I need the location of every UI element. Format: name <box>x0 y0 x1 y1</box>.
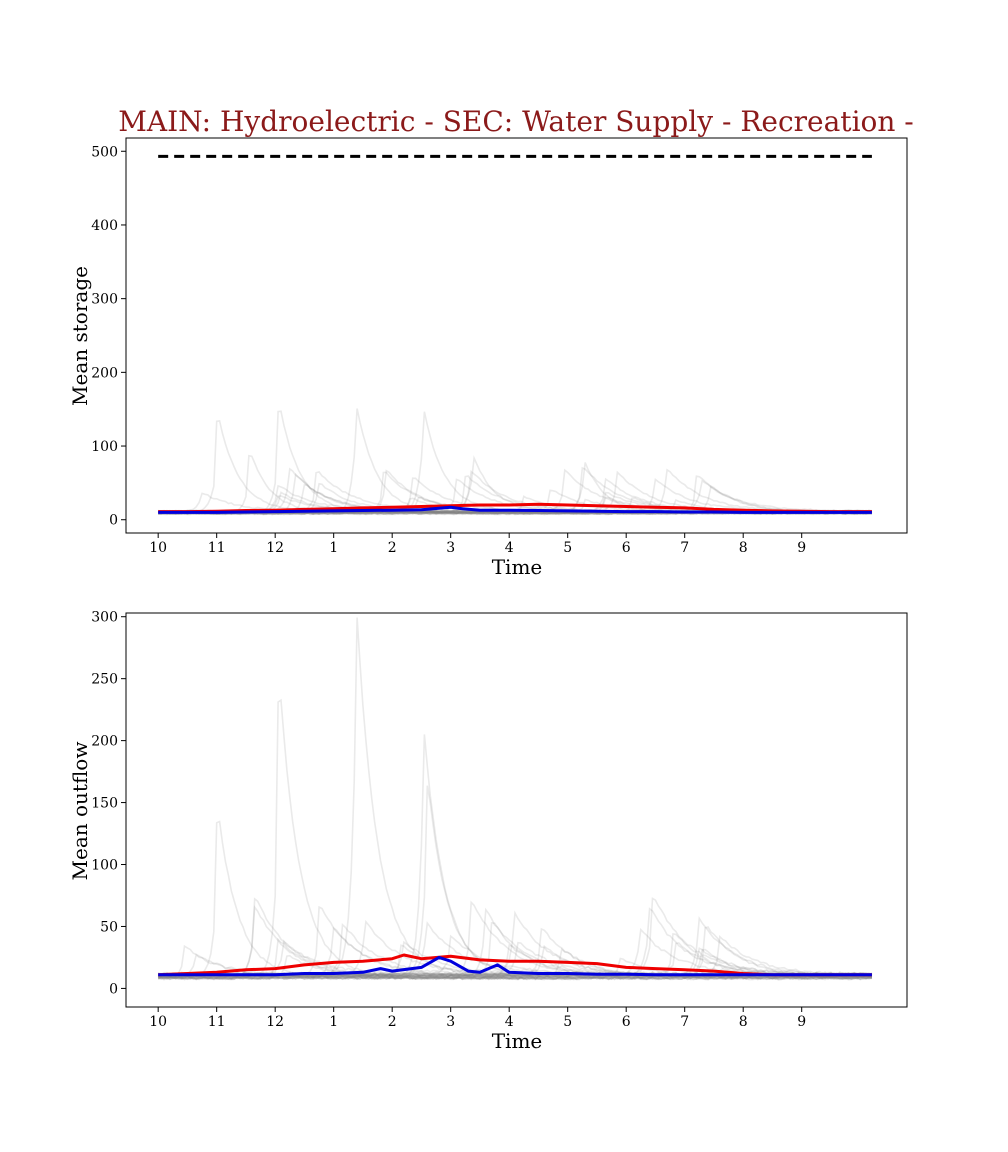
storage-y-axis: 0 100 200 300 400 500 <box>91 144 126 529</box>
storage-x-tick-label: 6 <box>622 540 631 556</box>
storage-y-tick-label: 300 <box>91 292 118 308</box>
storage-x-tick-label: 12 <box>266 540 284 556</box>
storage-plot-frame <box>125 137 908 534</box>
outflow-y-tick-label: 150 <box>91 796 118 812</box>
storage-y-tick-label: 500 <box>91 144 118 160</box>
chart-title: MAIN: Hydroelectric - SEC: Water Supply … <box>118 105 914 138</box>
outflow-y-tick-label: 300 <box>91 610 118 626</box>
storage-x-tick-label: 5 <box>563 540 572 556</box>
outflow-x-tick-label: 12 <box>266 1014 284 1030</box>
storage-x-tick-label: 7 <box>680 540 689 556</box>
outflow-x-tick-label: 1 <box>329 1014 338 1030</box>
storage-x-tick-label: 11 <box>208 540 226 556</box>
storage-y-tick-label: 0 <box>109 513 118 529</box>
outflow-ensemble-line <box>157 926 872 981</box>
outflow-ensemble-line <box>158 944 872 980</box>
storage-x-tick-label: 1 <box>329 540 338 556</box>
outflow-series-lines <box>158 953 872 977</box>
storage-series-lines <box>158 154 872 514</box>
outflow-x-tick-label: 5 <box>563 1014 572 1030</box>
outflow-ensemble-line <box>157 905 873 981</box>
outflow-blue-series-line <box>158 955 872 977</box>
storage-ensemble-line <box>158 475 873 516</box>
outflow-ensemble-line <box>157 927 873 980</box>
outflow-y-tick-label: 100 <box>91 858 118 874</box>
outflow-y-tick-label: 200 <box>91 734 118 750</box>
outflow-plot-frame <box>125 612 908 1008</box>
outflow-x-tick-label: 8 <box>739 1014 748 1030</box>
storage-ensemble-line <box>158 485 873 516</box>
outflow-x-tick-label: 6 <box>622 1014 631 1030</box>
outflow-x-tick-label: 10 <box>149 1014 167 1030</box>
outflow-x-tick-label: 3 <box>446 1014 455 1030</box>
storage-y-tick-label: 400 <box>91 218 118 234</box>
outflow-x-tick-label: 7 <box>680 1014 689 1030</box>
outflow-ensemble-line <box>157 897 873 980</box>
outflow-x-tick-label: 2 <box>388 1014 397 1030</box>
storage-x-tick-label: 3 <box>446 540 455 556</box>
storage-x-axis: 10 11 12 1 2 3 4 5 6 7 8 9 <box>149 533 806 556</box>
storage-x-tick-label: 2 <box>388 540 397 556</box>
outflow-ensemble-line <box>157 910 873 979</box>
storage-x-axis-label: Time <box>492 555 543 579</box>
storage-x-tick-label: 9 <box>797 540 806 556</box>
outflow-y-axis: 0 50 100 150 200 250 300 <box>91 610 126 997</box>
outflow-ensemble-line <box>158 944 873 981</box>
outflow-ensemble-line <box>158 957 872 981</box>
outflow-ensemble-line <box>158 937 873 981</box>
outflow-x-tick-label: 4 <box>505 1014 514 1030</box>
outflow-x-axis-label: Time <box>492 1029 543 1053</box>
storage-x-tick-label: 4 <box>505 540 514 556</box>
outflow-x-tick-label: 11 <box>208 1014 226 1030</box>
outflow-y-axis-label: Mean outflow <box>68 742 92 881</box>
storage-blue-series-line <box>158 505 872 514</box>
outflow-y-tick-label: 0 <box>109 981 118 997</box>
outflow-y-tick-label: 250 <box>91 672 118 688</box>
outflow-y-tick-label: 50 <box>100 919 118 935</box>
outflow-ensemble-line <box>157 947 872 980</box>
outflow-ensemble-line <box>158 734 872 979</box>
storage-x-tick-label: 10 <box>149 540 167 556</box>
outflow-ensemble-line <box>157 948 873 981</box>
outflow-x-axis: 10 11 12 1 2 3 4 5 6 7 8 9 <box>149 1007 806 1030</box>
storage-y-axis-label: Mean storage <box>68 266 92 406</box>
storage-y-tick-label: 100 <box>91 439 118 455</box>
outflow-ensemble-line <box>157 907 873 980</box>
storage-x-tick-label: 8 <box>739 540 748 556</box>
outflow-x-tick-label: 9 <box>797 1014 806 1030</box>
storage-y-tick-label: 200 <box>91 365 118 381</box>
